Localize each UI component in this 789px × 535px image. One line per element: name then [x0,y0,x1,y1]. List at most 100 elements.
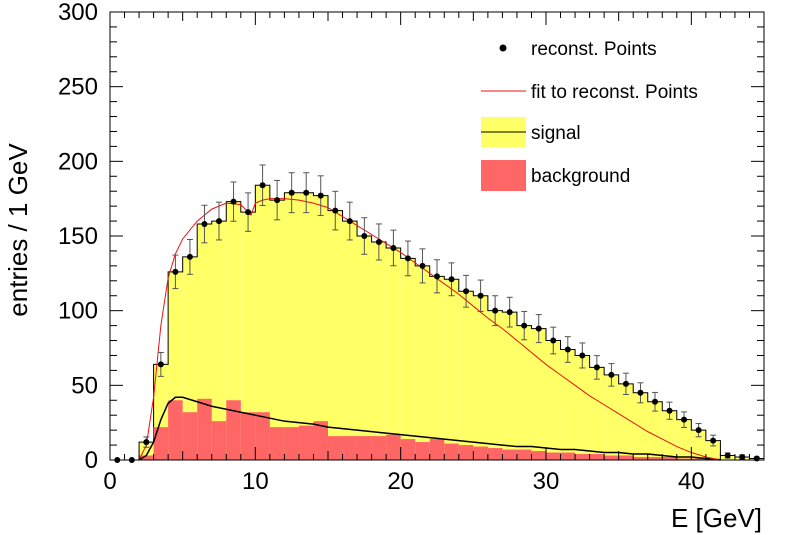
signal-bar [575,355,590,460]
point-marker [317,192,324,199]
signal-bar [182,256,198,460]
x-axis-title: E [GeV] [671,503,762,533]
background-bar [269,427,285,460]
curves [138,198,735,461]
signal-bar [357,236,372,460]
point-marker [448,276,455,283]
point-marker [477,292,484,299]
data-point [681,411,688,428]
background-bar [575,454,590,460]
point-marker [332,207,339,214]
point-marker [361,233,368,239]
point-marker [608,371,615,378]
background-bar [400,439,416,460]
signal-bar [705,440,721,460]
signal-bar [560,349,576,460]
signal-bar [676,419,692,460]
data-point [143,436,150,448]
x-tick-label: 20 [387,468,414,495]
background-bar [371,436,387,460]
point-marker [143,439,150,446]
data-point [739,454,746,461]
data-point [361,217,368,255]
data-point [695,422,702,438]
data-point [303,172,310,214]
background-bar [415,442,430,460]
point-marker [259,182,266,189]
point-marker [666,407,673,414]
background-bar [676,458,692,460]
background-bar [226,400,241,460]
point-marker [622,380,629,387]
point-marker [172,268,179,275]
data-point [666,401,673,420]
y-tick-label: 50 [71,372,98,399]
data-point [593,355,600,380]
background-bar [298,425,314,460]
background-bar [546,452,561,460]
point-marker [390,244,397,251]
data-point [753,455,760,462]
y-tick-label: 0 [85,447,98,474]
signal-bar [371,241,387,460]
data-point [172,254,179,290]
data-point [404,240,411,277]
data-point [332,190,339,231]
signal-bar [458,291,474,460]
signal-bar [662,410,677,460]
background-bar [444,443,459,460]
data-point [550,326,557,355]
signal-bar [386,247,401,460]
signal-bar [546,340,561,460]
data-point [375,223,382,261]
data-point [463,274,470,308]
legend-swatch-background [481,160,526,191]
background-bar [168,400,183,460]
data-point [346,201,353,241]
data-point [245,192,252,232]
signal-bar [502,312,517,460]
signal-bar [691,430,706,460]
data-point [579,342,586,369]
background-bar [211,421,227,460]
signal-bar [633,392,648,460]
signal-bar [647,401,663,460]
signal-bar [473,295,488,460]
data-point [652,391,658,412]
signal-bar [226,201,241,461]
data-point [492,295,499,327]
point-marker [492,307,499,314]
background-bar [618,455,634,460]
data-point [724,452,731,459]
point-marker [710,437,717,444]
background-bar [328,436,343,460]
background-bar [647,457,663,460]
background-bar [313,421,328,460]
y-tick-label: 100 [58,298,98,325]
background-bar [502,449,517,460]
background-bar [531,451,546,460]
point-marker [550,337,557,344]
data-point [608,363,615,387]
signal-bar [618,383,634,460]
point-marker [681,416,688,423]
data-point [274,179,281,221]
data-point [157,351,164,377]
y-axis-title: entries / 1 GeV [3,143,33,317]
signal-bar [429,276,445,460]
data-point [477,279,484,312]
y-tick-label: 250 [58,74,98,101]
legend-label-fit: fit to reconst. Points [531,82,698,103]
y-tick-label: 300 [58,0,98,26]
y-tick-label: 200 [58,148,98,175]
point-marker [434,273,440,280]
point-marker [186,253,193,260]
background-bar [284,427,299,460]
background-bar [589,454,605,460]
data-point [564,336,571,363]
signal-bar [255,185,270,460]
background-bar [240,412,256,460]
point-marker [506,309,513,316]
point-marker [288,189,295,196]
background-bar [516,449,532,460]
